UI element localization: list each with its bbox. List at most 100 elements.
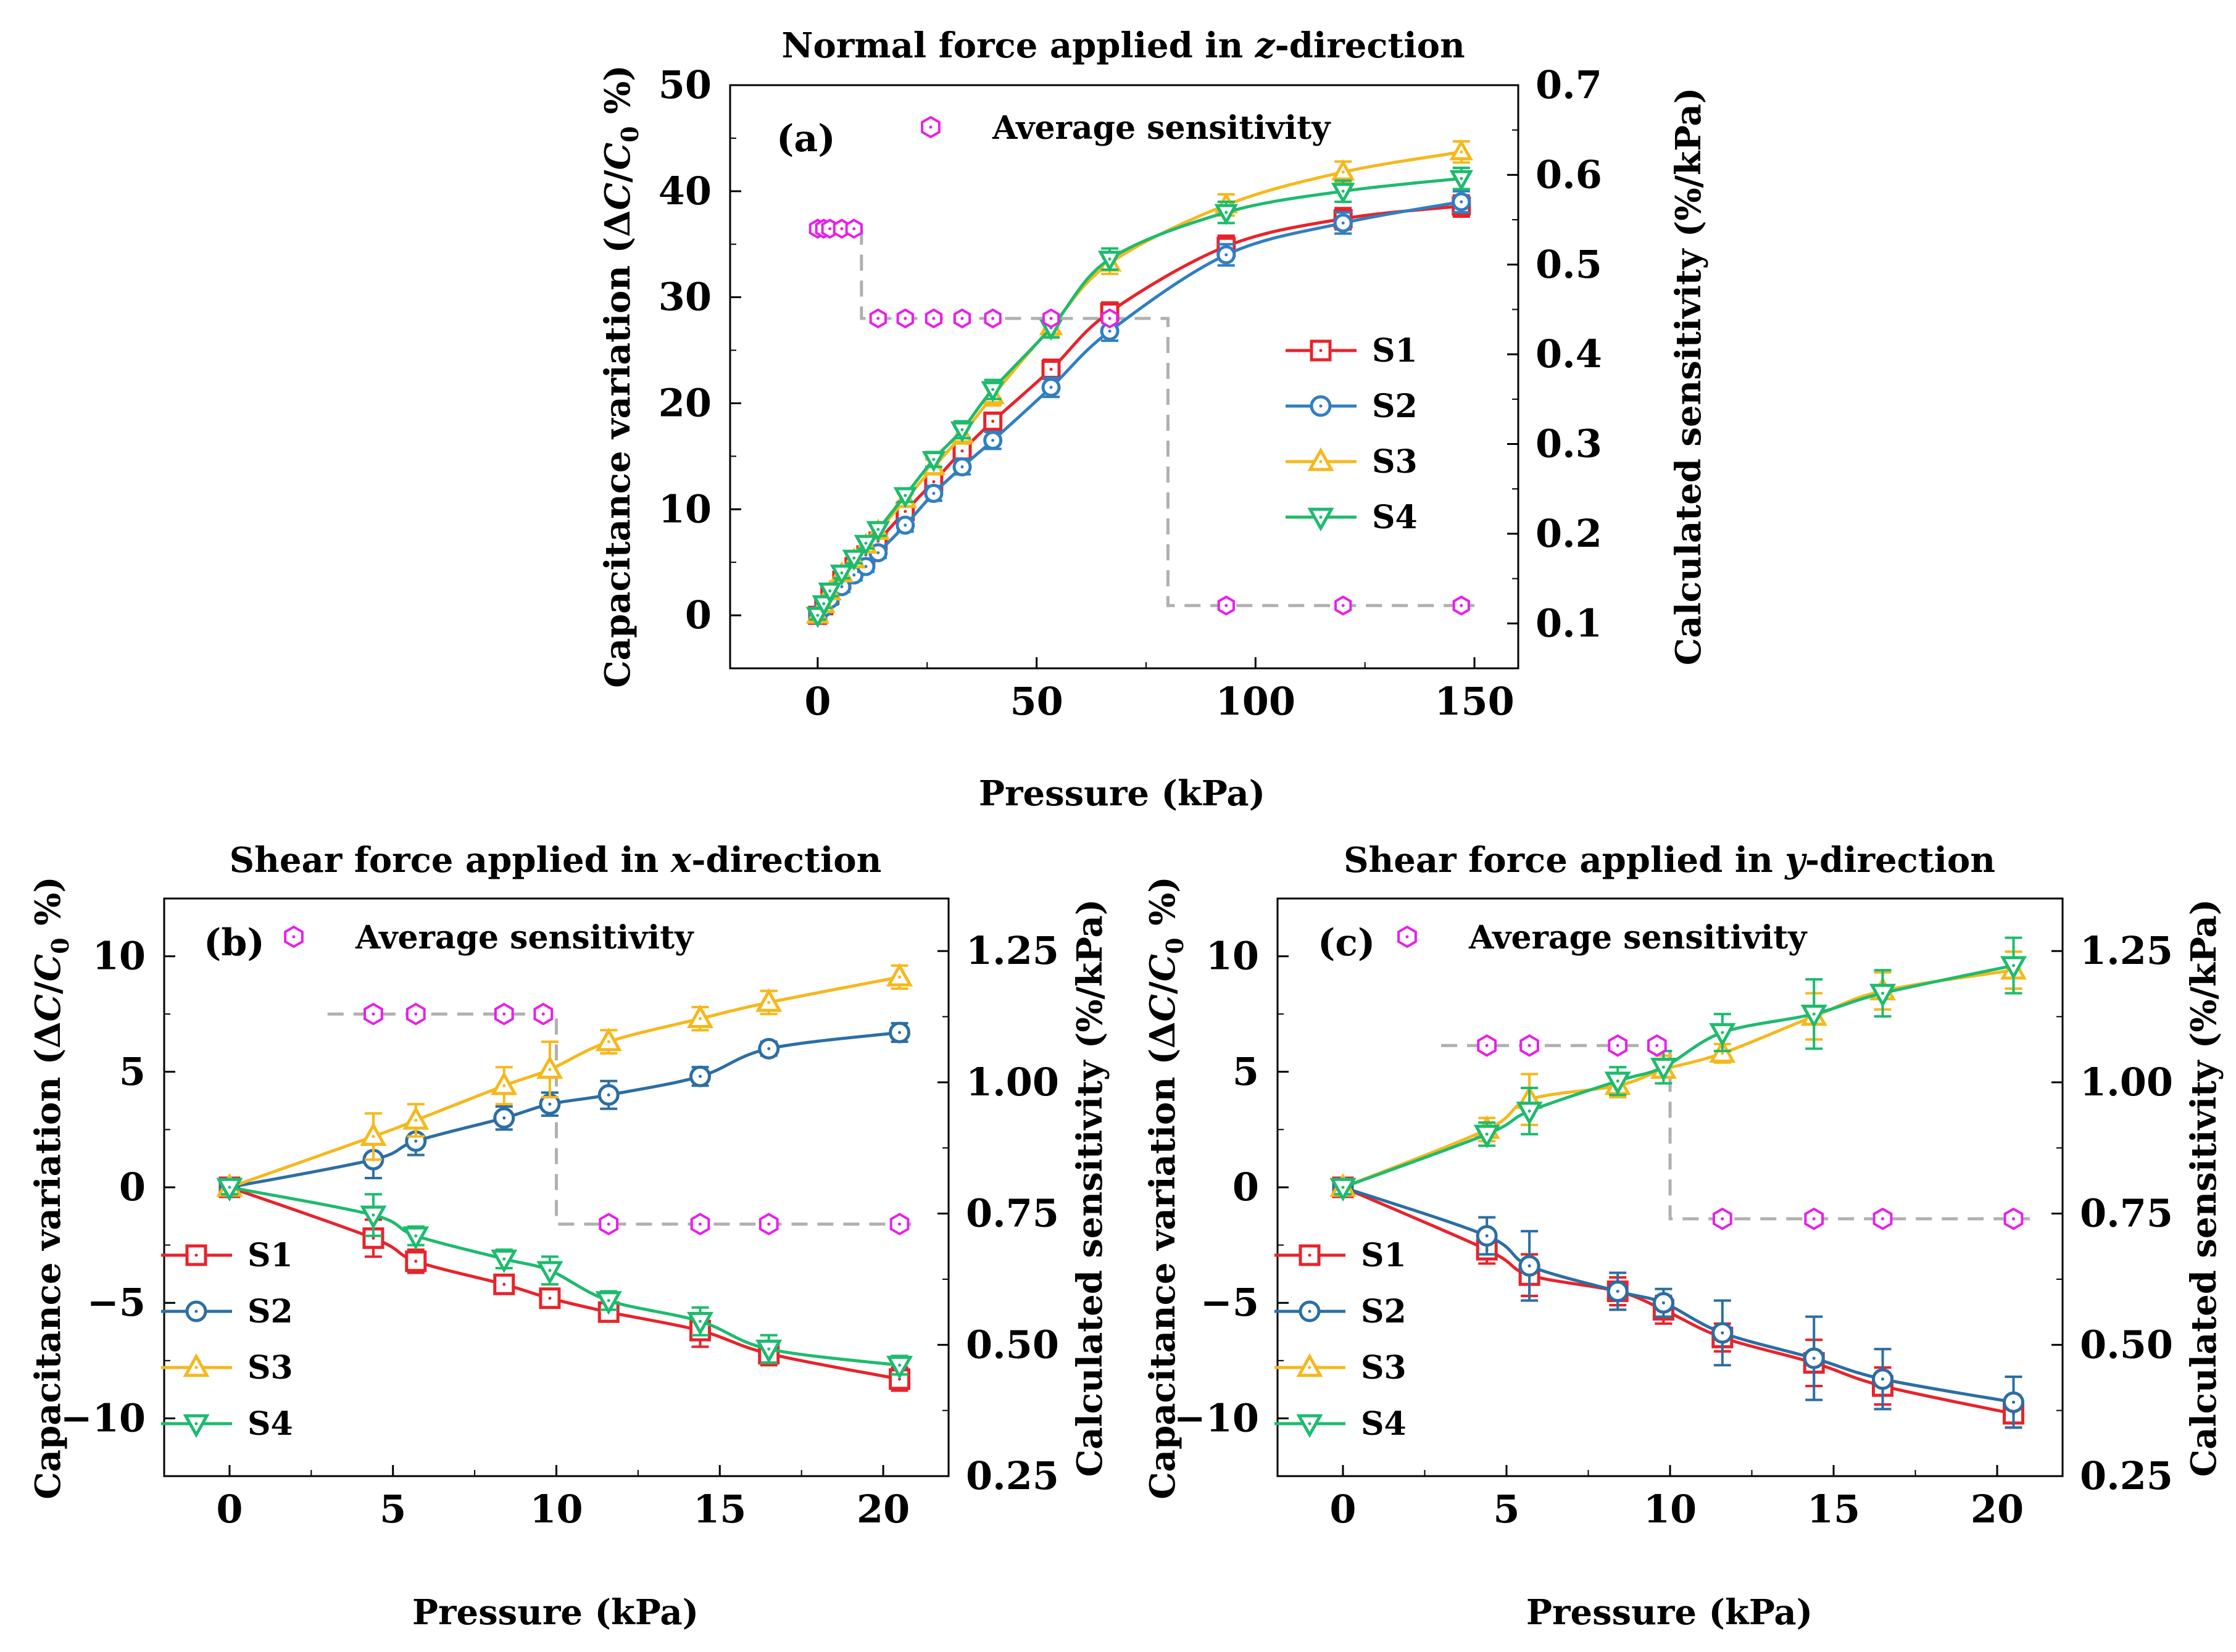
panel-b-s4-point-dot [228, 1185, 231, 1189]
panel-c-s2-point-dot [1527, 1264, 1531, 1268]
panel-b-sensitivity-point-dot [607, 1222, 610, 1226]
panel-b-s3-point [402, 1106, 430, 1130]
panel-c-s3-point-dot [1721, 1052, 1724, 1055]
panel-a-s2-point-dot [904, 523, 907, 527]
panel-b-plot-area: 0 5 10 15 20 −10 −5 0 5 10 0.25 0.50 0.75 1.00 1.25 Ave… [60, 897, 1059, 1532]
panel-a-s2-point-dot [932, 492, 936, 495]
panel-a-s1-point [1041, 359, 1061, 379]
panel-a-legend-item-s2: S2 [1286, 388, 1418, 425]
panel-a-sensitivity-series [808, 218, 1470, 616]
panel-a-s2-point-dot [960, 465, 964, 469]
panel-a-sensitivity-point-dot [991, 317, 995, 320]
panel-b-series-s4 [216, 1177, 913, 1380]
panel-c-s4-point-dot [1485, 1132, 1489, 1136]
panel-b-s3-point [595, 1027, 622, 1052]
panel-a-y2label: Calculated sensitivity (%/kPa) [1668, 88, 1709, 666]
panel-b-legend-label-s1: S1 [247, 1237, 293, 1274]
panel-b-sensitivity-point-dot [372, 1012, 375, 1016]
panel-a-sensitivity-point-dot [840, 227, 844, 231]
panel-c-sensitivity-point-dot [1881, 1217, 1884, 1221]
panel-a-xlabel: Pressure (kPa) [979, 773, 1265, 814]
panel-a-s2-point-dot [1108, 330, 1112, 333]
panel-a-sensitivity-point-dot [1049, 317, 1053, 320]
panel-b-s3-point-dot [607, 1040, 610, 1044]
panel-b-s3-point-dot [372, 1135, 375, 1139]
panel-c-ytick-label: 0 [1232, 1164, 1259, 1210]
panel-b-s4-point-dot [699, 1319, 702, 1323]
panel-c-s2-point-dot [1881, 1377, 1884, 1381]
panel-b-title: Shear force applied in x-direction [230, 840, 882, 881]
panel-a-xtick-label: 150 [1434, 679, 1514, 724]
panel-a-s2-line [816, 200, 1462, 616]
panel-a-s2-point-dot [991, 439, 995, 442]
panel-a-legend-marker-s4-dot [1319, 515, 1323, 519]
panel-b-s4-point [216, 1177, 243, 1202]
panel-c: Shear force applied in y-direction 0 5 10 1… [1142, 840, 2224, 1633]
panel-c-sensitivity-point-dot [1812, 1217, 1816, 1221]
panel-b-s1-point-dot [372, 1236, 375, 1240]
panel-a-sensitivity-point-dot [960, 317, 964, 320]
panel-b-s2-point-dot [699, 1074, 702, 1078]
panel-a-s4-point-dot [932, 458, 936, 462]
panel-c-sensitivity-point-dot [1721, 1217, 1724, 1221]
panel-c-xtick-label: 20 [1971, 1487, 2024, 1532]
panel-b-s3-point [360, 1122, 387, 1146]
panel-c-s4-point-dot [1812, 1012, 1816, 1016]
panel-a-s4-point-dot [852, 556, 856, 560]
panel-a-legend-marker-s2-dot [1319, 404, 1323, 408]
panel-c-legend-label-s4: S4 [1361, 1405, 1407, 1443]
panel-c-series-s3 [1329, 950, 2027, 1197]
panel-b-sensitivity-series [364, 1002, 910, 1235]
panel-c-s4-point [1604, 1071, 1631, 1095]
panel-c-legend-marker-s3 [1296, 1353, 1323, 1377]
panel-a-legend-label-s3: S3 [1372, 443, 1418, 481]
panel-c-sensitivity-series [1477, 1034, 2024, 1231]
panel-a-ytick-label: 10 [659, 486, 712, 531]
panel-a-y2tick-label: 0.1 [1536, 600, 1602, 645]
panel-a-s2-point-dot [1224, 253, 1228, 257]
panel-a-s3-point-dot [1460, 150, 1463, 154]
panel-b-series-s2 [218, 1021, 911, 1198]
panel-a-label: (a) [776, 117, 836, 160]
panel-b-s4-point [491, 1249, 518, 1274]
panel-b-sensitivity-point-dot [502, 1012, 506, 1016]
panel-a-s4-point-dot [904, 494, 907, 497]
panel-a-s4-point-dot [876, 528, 880, 531]
panel-c-legend-item-s1: S1 [1274, 1237, 1407, 1274]
panel-b-s1-line [229, 1185, 900, 1381]
panel-c-y2tick-label: 0.75 [2080, 1191, 2173, 1236]
panel-b-legend-item-s3: S3 [161, 1349, 293, 1387]
panel-b-s3-point [491, 1071, 518, 1095]
panel-c-legend-marker-s3-dot [1308, 1366, 1311, 1369]
panel-b-legend-label-s3: S3 [247, 1349, 293, 1387]
panel-b-s4-point [360, 1205, 387, 1230]
panel-b-s4-point [402, 1226, 430, 1250]
panel-a-xtick-label: 0 [804, 679, 831, 724]
panel-c-s3-line [1342, 968, 2014, 1189]
panel-b-sensitivity-point-dot [767, 1222, 771, 1226]
panel-b-s2-point-dot [607, 1093, 610, 1097]
panel-b-s3-point-dot [767, 1000, 771, 1004]
panel-c-s4-point-dot [1527, 1109, 1531, 1113]
panel-c-ytick-label: −10 [1174, 1395, 1259, 1440]
panel-a-s2-point-dot [852, 573, 856, 577]
panel-b-legend-marker-s3-dot [194, 1366, 198, 1369]
panel-c-s4-point [1709, 1023, 1736, 1047]
panel-c-s4-point-dot [2012, 964, 2015, 968]
panel-b-sensitivity-legend-label: Average sensitivity [355, 919, 694, 957]
panel-b-ytick-label: 5 [119, 1049, 146, 1094]
panel-c-legend-marker-s4 [1296, 1414, 1323, 1438]
panel-c-s2-point-dot [2012, 1400, 2015, 1404]
panel-c-s4-point [1516, 1102, 1543, 1126]
panel-a-s4-point-dot [991, 388, 995, 391]
panel-b-s2-point-dot [414, 1139, 418, 1143]
panel-c-s4-point [1329, 1177, 1357, 1202]
panel-c-s2-point-dot [1661, 1301, 1665, 1305]
panel-a-sensitivity-point-dot [932, 317, 936, 320]
panel-a-y2tick-label: 0.5 [1536, 242, 1602, 287]
panel-b-legend-item-s4: S4 [161, 1405, 293, 1443]
panel-c-sensitivity-point-dot [2012, 1217, 2015, 1221]
panel-b-xtick-label: 0 [216, 1487, 243, 1532]
panel-c-xlabel: Pressure (kPa) [1526, 1592, 1813, 1633]
panel-c-legend-marker-s4-dot [1308, 1422, 1311, 1426]
